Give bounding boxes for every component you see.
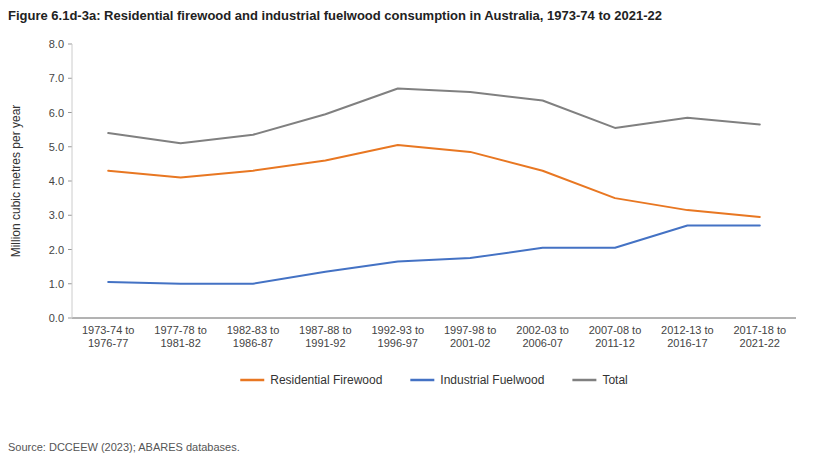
tick-label-line: 2016-17 [667, 337, 707, 349]
axis-line [72, 318, 796, 319]
title: Figure 6.1d-3a: Residential firewood and… [8, 8, 662, 23]
tick-label-line: 1976-77 [88, 337, 128, 349]
tick-label: 1982-83 to1986-87 [227, 324, 280, 349]
tick-mark [68, 78, 72, 79]
tick-label-line: 2001-02 [450, 337, 490, 349]
tick-label: 1973-74 to1976-77 [82, 324, 135, 349]
chart: Figure 6.1d-3a: Residential firewood and… [0, 0, 814, 459]
tick-label-line: 2017-18 to [733, 324, 786, 336]
tick-label-line: 1981-82 [160, 337, 200, 349]
tick-label: 1977-78 to1981-82 [154, 324, 207, 349]
series-line [108, 145, 760, 217]
tick-label: 0.0 [49, 312, 64, 324]
legend-item: Industrial Fuelwood [410, 373, 544, 387]
tick-label-line: 2011-12 [595, 337, 635, 349]
legend-swatch [572, 379, 596, 382]
x-axis: 1973-74 to1976-77 1977-78 to1981-82 1982-8… [72, 44, 796, 349]
tick-label: 2012-13 to2016-17 [661, 324, 714, 349]
legend: Residential Firewood Industrial Fuelwood T… [240, 373, 627, 387]
tick-label-line: 1991-92 [305, 337, 345, 349]
tick-label-line: 2012-13 to [661, 324, 714, 336]
tick-mark [68, 249, 72, 250]
tick-mark [68, 318, 72, 319]
legend-item: Residential Firewood [240, 373, 382, 387]
tick-label-line: 2007-08 to [589, 324, 642, 336]
series-line [108, 89, 760, 144]
tick-label: 3.0 [49, 209, 64, 221]
tick-label: 2.0 [49, 244, 64, 256]
tick-label: 4.0 [49, 175, 64, 187]
legend-swatch [240, 379, 264, 382]
lines [108, 89, 760, 284]
tick-label: 2002-03 to2006-07 [516, 324, 569, 349]
tick-label-line: 2002-03 to [516, 324, 569, 336]
tick-label: 8.0 [49, 38, 64, 50]
tick-mark [68, 146, 72, 147]
legend-swatch [410, 379, 434, 382]
tick-label-line: 2006-07 [522, 337, 562, 349]
series-line [108, 226, 760, 284]
tick-label-line: 1973-74 to [82, 324, 135, 336]
axis-label: Million cubic metres per year [9, 105, 23, 258]
tick-label: 1.0 [49, 278, 64, 290]
tick-label: 2007-08 to2011-12 [589, 324, 642, 349]
y-axis: 0.0 1.0 2.0 3.0 4.0 5.0 6.0 7.0 8.0 [49, 38, 72, 324]
source: Source: DCCEEW (2023); ABARES databases. [8, 441, 240, 453]
tick-label: 1987-88 to1991-92 [299, 324, 352, 349]
tick-mark [68, 181, 72, 182]
tick-label: 6.0 [49, 107, 64, 119]
axis-line [72, 44, 73, 318]
tick-label-line: 1987-88 to [299, 324, 352, 336]
tick-mark [68, 283, 72, 284]
tick-label-line: 1996-97 [378, 337, 418, 349]
tick-label: 1997-98 to2001-02 [444, 324, 497, 349]
tick-label-line: 1977-78 to [154, 324, 207, 336]
tick-label: 2017-18 to2021-22 [733, 324, 786, 349]
tick-mark [68, 112, 72, 113]
tick-mark [68, 44, 72, 45]
legend-item: Total [572, 373, 627, 387]
legend-label: Industrial Fuelwood [440, 373, 544, 387]
tick-label: 5.0 [49, 141, 64, 153]
tick-label: 7.0 [49, 72, 64, 84]
tick-label-line: 1992-93 to [371, 324, 424, 336]
tick-label: 1992-93 to1996-97 [371, 324, 424, 349]
tick-mark [68, 215, 72, 216]
tick-label-line: 1986-87 [233, 337, 273, 349]
legend-label: Total [602, 373, 627, 387]
legend-label: Residential Firewood [270, 373, 382, 387]
tick-label-line: 2021-22 [740, 337, 780, 349]
tick-label-line: 1997-98 to [444, 324, 497, 336]
tick-label-line: 1982-83 to [227, 324, 280, 336]
